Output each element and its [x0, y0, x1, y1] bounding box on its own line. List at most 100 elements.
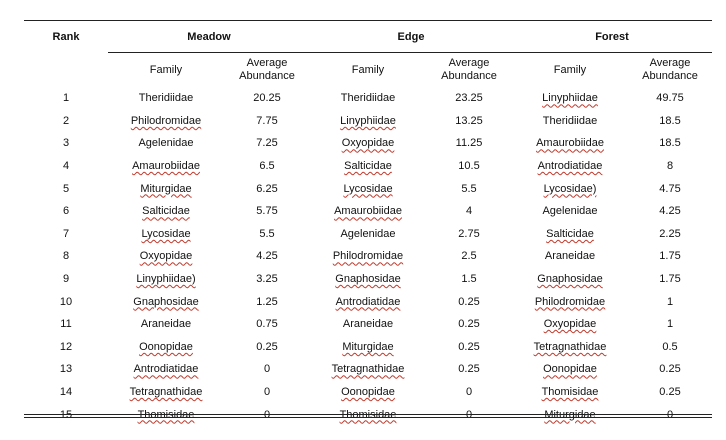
edge-family-cell: Amaurobiidae [310, 200, 426, 223]
meadow-header: Meadow [108, 20, 310, 53]
family-name: Salticidae [344, 160, 392, 173]
family-name: Lycosidae [343, 182, 393, 195]
family-name: Antrodiatidae [335, 295, 401, 308]
edge-family-cell: Oxyopidae [310, 132, 426, 155]
family-name: Miturgidae [342, 340, 394, 353]
edge-family-cell: Linyphiidae [310, 110, 426, 133]
forest-abundance-cell: 18.5 [659, 137, 681, 150]
rank-cell: 4 [62, 160, 70, 173]
meadow-family-cell: Oonopidae [108, 336, 224, 359]
meadow-family-cell: Philodromidae [108, 110, 224, 133]
forest-abundance-cell: 4.25 [659, 205, 681, 218]
family-name: Agelenidae [542, 205, 598, 218]
family-name: Gnaphosidae [335, 273, 401, 286]
forest-abundance-header: Average Abundance [628, 53, 712, 88]
forest-abundance-cell: 0.25 [659, 363, 681, 376]
rank-cell: 11 [60, 318, 72, 331]
table-row: 2 Philodromidae 7.75 Linyphiidae 13.25 Therid… [24, 110, 712, 133]
family-name: Philodromidae [130, 114, 202, 127]
family-name: Salticidae [546, 227, 594, 240]
edge-abundance-cell: 2.5 [461, 250, 477, 263]
table-row: 13 Antrodiatidae 0 Tetragnathidae 0.25 Oonopi… [24, 358, 712, 381]
edge-header: Edge [310, 20, 512, 53]
forest-family-cell: Salticidae [512, 223, 628, 246]
forest-abundance-cell: 2.25 [659, 227, 681, 240]
meadow-abundance-cell: 6.5 [259, 160, 275, 173]
meadow-family-header: Family [149, 63, 183, 76]
forest-family-header: Family [553, 63, 587, 76]
rank-subheader-empty [24, 53, 108, 88]
rank-cell: 14 [59, 386, 73, 399]
meadow-abundance-cell: 7.25 [256, 137, 278, 150]
family-name: Theridiidae [340, 92, 396, 105]
edge-abundance-header: Average Abundance [426, 53, 512, 88]
meadow-family-cell: Linyphiidae) [108, 268, 224, 291]
forest-family-cell: Theridiidae [512, 110, 628, 133]
table-row: 9 Linyphiidae) 3.25 Gnaphosidae 1.5 Gnaphosid… [24, 268, 712, 291]
meadow-abundance-cell: 5.75 [256, 205, 278, 218]
group-header-row: Rank Meadow Edge Forest [24, 20, 712, 53]
family-name: Lycosidae) [543, 182, 597, 195]
forest-header: Forest [512, 20, 712, 53]
abundance-header-line2: Abundance [642, 70, 698, 82]
abundance-header-line1: Average [649, 57, 691, 69]
forest-abundance-cell: 49.75 [656, 92, 684, 105]
meadow-family-cell: Salticidae [108, 200, 224, 223]
edge-family-cell: Oonopidae [310, 381, 426, 404]
meadow-abundance-header: Average Abundance [224, 53, 310, 88]
edge-family-cell: Theridiidae [310, 87, 426, 110]
family-name: Tetragnathidae [331, 363, 405, 376]
edge-abundance-cell: 10.5 [458, 160, 480, 173]
family-name: Theridiidae [138, 92, 194, 105]
forest-family-cell: Amaurobiidae [512, 132, 628, 155]
family-name: Philodromidae [332, 250, 404, 263]
forest-family-cell: Thomisidae [512, 381, 628, 404]
rank-header: Rank [52, 30, 80, 43]
edge-abundance-cell: 0.25 [458, 363, 480, 376]
forest-abundance-cell: 4.75 [659, 182, 681, 195]
rank-cell: 7 [62, 227, 70, 240]
forest-family-cell: Tetragnathidae [512, 336, 628, 359]
meadow-family-cell: Tetragnathidae [108, 381, 224, 404]
family-name: Philodromidae [534, 295, 606, 308]
family-name: Tetragnathidae [533, 340, 607, 353]
family-name: Amaurobiidae [132, 160, 200, 173]
table-row: 8 Oxyopidae 4.25 Philodromidae 2.5 Araneidae 1… [24, 245, 712, 268]
family-name: Theridiidae [542, 114, 598, 127]
family-name: Linyphiidae [340, 114, 396, 127]
forest-abundance-cell: 1.75 [659, 250, 681, 263]
family-name: Tetragnathidae [129, 386, 203, 399]
family-name: Oxyopidae [341, 137, 395, 150]
edge-family-cell: Gnaphosidae [310, 268, 426, 291]
edge-abundance-cell: 0.25 [458, 340, 480, 353]
meadow-family-cell: Miturgidae [108, 177, 224, 200]
forest-family-cell: Linyphiidae [512, 87, 628, 110]
family-name: Agelenidae [340, 227, 396, 240]
family-name: Miturgidae [140, 182, 192, 195]
edge-family-cell: Agelenidae [310, 223, 426, 246]
family-name: Antrodiatidae [537, 160, 603, 173]
family-name: Oxyopidae [543, 318, 597, 331]
table-row: 3 Agelenidae 7.25 Oxyopidae 11.25 Amaurobiida… [24, 132, 712, 155]
edge-abundance-cell: 4 [465, 205, 473, 218]
meadow-abundance-cell: 5.5 [259, 227, 275, 240]
table-row: 11 Araneidae 0.75 Araneidae 0.25 Oxyopidae 1 [24, 313, 712, 336]
family-name: Lycosidae [141, 227, 191, 240]
abundance-header-line2: Abundance [239, 70, 295, 82]
edge-abundance-cell: 0 [465, 386, 473, 399]
edge-family-cell: Philodromidae [310, 245, 426, 268]
forest-family-cell: Gnaphosidae [512, 268, 628, 291]
edge-family-cell: Tetragnathidae [310, 358, 426, 381]
table-row: 10 Gnaphosidae 1.25 Antrodiatidae 0.25 Philod… [24, 290, 712, 313]
family-name: Amaurobiidae [536, 137, 604, 150]
forest-family-cell: Oxyopidae [512, 313, 628, 336]
family-name: Gnaphosidae [133, 295, 199, 308]
rank-cell: 10 [59, 295, 73, 308]
abundance-header-line2: Abundance [441, 70, 497, 82]
edge-family-cell: Lycosidae [310, 177, 426, 200]
forest-abundance-cell: 1 [666, 318, 674, 331]
rank-cell: 2 [62, 114, 70, 127]
family-name: Araneidae [140, 318, 192, 331]
forest-family-cell: Oonopidae [512, 358, 628, 381]
meadow-abundance-cell: 0.25 [256, 340, 278, 353]
